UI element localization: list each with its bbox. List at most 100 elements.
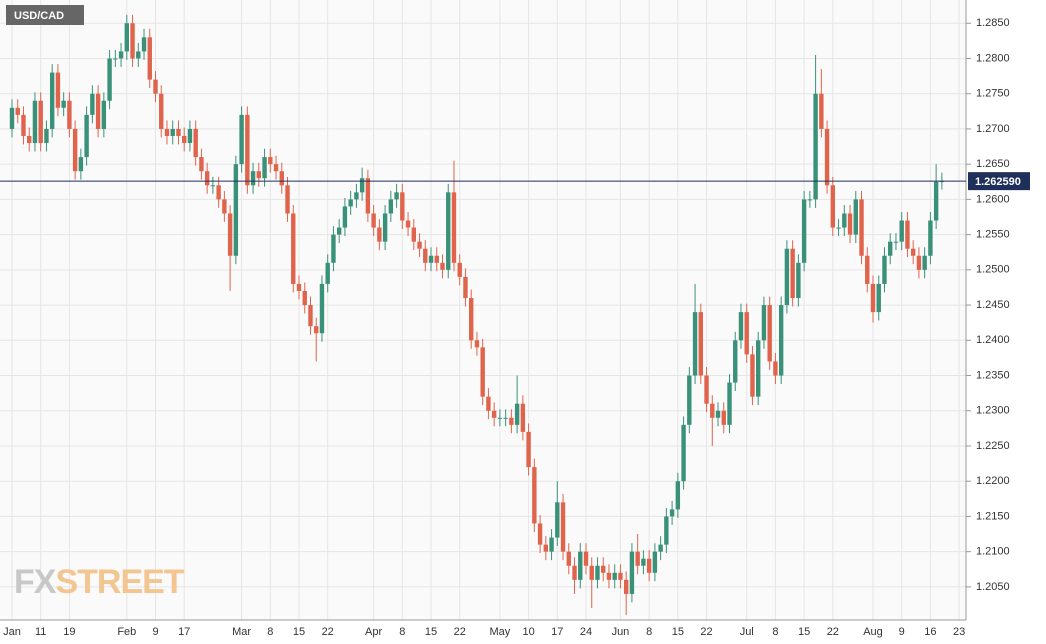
x-tick-label: 23 bbox=[953, 626, 965, 638]
candle-body bbox=[480, 347, 485, 397]
candle-body bbox=[222, 199, 227, 214]
candle-body bbox=[641, 558, 646, 566]
candle-body bbox=[446, 192, 451, 270]
chart-title: USD/CAD bbox=[14, 10, 64, 22]
candle-body bbox=[756, 340, 761, 397]
y-tick-label: 1.2350 bbox=[976, 369, 1010, 381]
candle-body bbox=[411, 227, 416, 242]
candle-body bbox=[520, 403, 526, 432]
candle-body bbox=[95, 93, 101, 129]
candle-body bbox=[21, 114, 26, 136]
candle-body bbox=[761, 305, 767, 341]
x-tick-label: 10 bbox=[522, 626, 534, 638]
y-tick-label: 1.2750 bbox=[976, 88, 1010, 100]
candle-body bbox=[49, 72, 55, 129]
candle-body bbox=[922, 255, 927, 270]
candle-body bbox=[474, 340, 480, 348]
candle-body bbox=[721, 410, 726, 425]
candle-body bbox=[629, 551, 635, 594]
candle-body bbox=[888, 241, 893, 256]
candle-body bbox=[233, 164, 239, 256]
x-tick-label: 16 bbox=[924, 626, 936, 638]
y-tick-label: 1.2200 bbox=[976, 475, 1010, 487]
candle-body bbox=[870, 283, 876, 313]
x-tick-label: 17 bbox=[178, 626, 190, 638]
y-tick-label: 1.2300 bbox=[976, 405, 1010, 417]
candle-body bbox=[434, 255, 439, 263]
candle-body bbox=[807, 199, 813, 201]
candle-body bbox=[750, 354, 755, 397]
candle-body bbox=[193, 128, 198, 158]
candle-body bbox=[250, 171, 256, 186]
y-tick-label: 1.2700 bbox=[976, 123, 1010, 135]
y-tick-label: 1.2600 bbox=[976, 193, 1010, 205]
candle-body bbox=[778, 305, 784, 376]
candle-body bbox=[635, 551, 640, 566]
candle-body bbox=[451, 192, 457, 263]
candle-body bbox=[273, 164, 279, 172]
candle-body bbox=[773, 361, 778, 376]
candle-body bbox=[170, 128, 175, 136]
candle-body bbox=[727, 382, 732, 425]
y-tick-label: 1.2450 bbox=[976, 299, 1010, 311]
title-box bbox=[6, 5, 84, 25]
x-tick-label: 15 bbox=[293, 626, 305, 638]
candle-body bbox=[916, 255, 922, 270]
candle-body bbox=[61, 100, 66, 108]
candle-body bbox=[819, 93, 824, 129]
candle-body bbox=[32, 100, 38, 144]
candle-body bbox=[365, 178, 371, 214]
x-tick-label: 22 bbox=[322, 626, 334, 638]
candle-body bbox=[314, 326, 319, 334]
candle-body bbox=[526, 431, 531, 468]
candle-body bbox=[669, 509, 675, 517]
candle-body bbox=[394, 192, 399, 200]
candle-body bbox=[675, 481, 681, 510]
x-tick-label: Feb bbox=[117, 626, 136, 638]
candle-body bbox=[319, 283, 325, 334]
candle-body bbox=[503, 417, 508, 419]
candle-body bbox=[555, 502, 560, 538]
candle-body bbox=[910, 248, 916, 256]
candle-body bbox=[141, 37, 147, 52]
candle-body bbox=[187, 128, 193, 144]
watermark: FXSTREET bbox=[14, 563, 185, 601]
candle-body bbox=[405, 220, 411, 228]
candle-body bbox=[710, 403, 715, 418]
x-tick-label: Mar bbox=[232, 626, 251, 638]
candle-body bbox=[67, 100, 72, 129]
candle-body bbox=[302, 290, 307, 306]
x-tick-label: 22 bbox=[827, 626, 839, 638]
x-tick-label: 8 bbox=[772, 626, 778, 638]
candle-body bbox=[72, 128, 78, 172]
candle-body bbox=[153, 79, 158, 94]
price-label: 1.262590 bbox=[975, 176, 1021, 188]
candle-body bbox=[623, 579, 629, 594]
candle-body bbox=[417, 241, 422, 249]
candle-body bbox=[354, 192, 359, 200]
candle-body bbox=[285, 185, 290, 214]
candle-body bbox=[859, 199, 864, 256]
x-tick-label: Jan bbox=[3, 626, 21, 638]
candle-body bbox=[308, 305, 313, 327]
candle-body bbox=[664, 516, 669, 545]
y-tick-label: 1.2850 bbox=[976, 17, 1010, 29]
candle-body bbox=[532, 467, 537, 524]
x-tick-label: May bbox=[490, 626, 511, 638]
candle-body bbox=[595, 565, 600, 580]
candle-body bbox=[790, 248, 795, 299]
candle-body bbox=[469, 298, 474, 341]
candle-body bbox=[359, 178, 365, 193]
x-tick-label: 8 bbox=[646, 626, 652, 638]
candle-body bbox=[227, 213, 233, 256]
y-tick-label: 1.2550 bbox=[976, 229, 1010, 241]
candle-body bbox=[692, 312, 698, 376]
candle-body bbox=[549, 537, 554, 552]
candle-body bbox=[55, 72, 61, 108]
candle-body bbox=[342, 206, 348, 228]
candle-body bbox=[262, 157, 267, 179]
candle-body bbox=[698, 312, 703, 376]
candle-body bbox=[486, 396, 491, 411]
candle-body bbox=[733, 340, 738, 383]
